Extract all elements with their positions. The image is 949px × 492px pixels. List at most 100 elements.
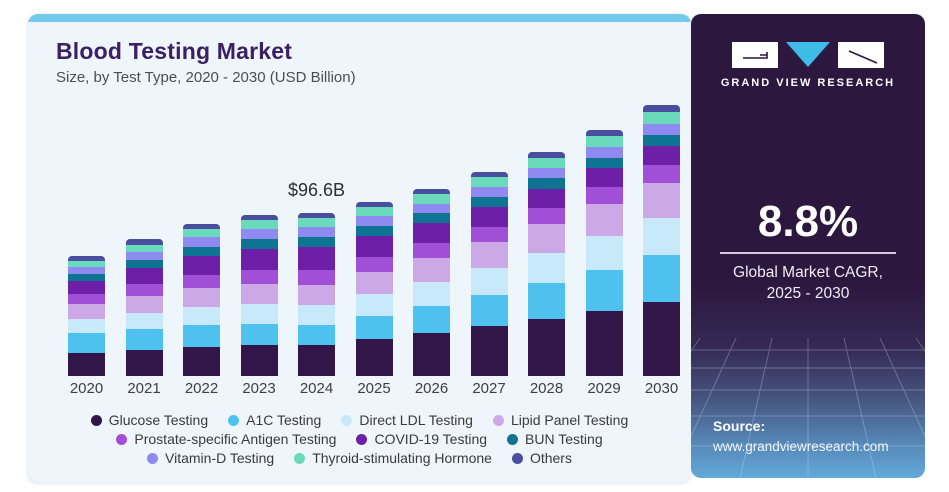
bar-segment-vitamin-d-testing	[68, 267, 105, 275]
legend-item-prostate-specific-antigen-testing: Prostate-specific Antigen Testing	[116, 431, 336, 447]
bar-segment-thyroid-stimulating-hormone	[585, 135, 623, 148]
bar-segment-a1c-testing	[355, 315, 393, 340]
bar-column-2025	[346, 76, 403, 376]
bar-segment-others	[298, 213, 335, 219]
bars-row: $96.6B	[58, 76, 690, 376]
bar-segment-a1c-testing	[125, 329, 163, 350]
bar-segment-others	[528, 152, 565, 158]
bar-segment-lipid-panel-testing	[183, 288, 220, 308]
legend-dot-prostate-specific-antigen-testing	[116, 433, 128, 445]
stat-divider	[720, 252, 896, 254]
bar-segment-a1c-testing	[585, 269, 623, 311]
x-axis-label-2029: 2029	[587, 380, 621, 397]
cagr-label-line2: 2025 - 2030	[766, 285, 850, 302]
bar-segment-bun-testing	[355, 226, 393, 237]
bar-segment-glucose-testing	[355, 339, 393, 376]
bar-segment-glucose-testing	[470, 326, 508, 376]
grand-view-research-logo	[691, 40, 925, 70]
chart-legend: Glucose Testing A1C Testing Direct LDL Tes…	[28, 412, 691, 466]
bar-segment-others	[643, 105, 680, 112]
bar-segment-a1c-testing	[68, 333, 105, 354]
bar-segment-glucose-testing	[528, 318, 565, 376]
bar-segment-glucose-testing	[643, 301, 680, 376]
bar-segment-covid-19-testing	[585, 168, 623, 188]
bar-segment-prostate-specific-antigen-testing	[298, 269, 335, 285]
bar-column-2028	[518, 76, 575, 376]
bar-segment-direct-ldl-testing	[470, 268, 508, 296]
bar-segment-others	[68, 256, 105, 262]
brand-sidebar: GRAND VIEW RESEARCH 8.8% Global Market C…	[691, 14, 925, 478]
bar-segment-a1c-testing	[298, 324, 335, 345]
bar-column-2022	[173, 76, 230, 376]
bar-segment-vitamin-d-testing	[183, 237, 220, 247]
bar-segment-prostate-specific-antigen-testing	[643, 164, 680, 184]
legend-dot-vitamin-d-testing	[147, 452, 159, 464]
card-top-accent-bar	[28, 14, 691, 22]
bar-segment-covid-19-testing	[183, 255, 220, 275]
logo-triangle	[786, 42, 830, 67]
bar-segment-thyroid-stimulating-hormone	[528, 157, 565, 169]
legend-label: Direct LDL Testing	[359, 412, 473, 428]
bar-segment-covid-19-testing	[125, 268, 163, 285]
bar-segment-others	[125, 239, 163, 245]
legend-item-direct-ldl-testing: Direct LDL Testing	[341, 412, 473, 428]
bar-segment-prostate-specific-antigen-testing	[528, 207, 565, 225]
legend-label: BUN Testing	[525, 431, 603, 447]
x-axis-label-2024: 2024	[299, 380, 334, 397]
page-title: Blood Testing Market	[56, 38, 293, 64]
bar-segment-direct-ldl-testing	[298, 304, 335, 325]
bar-segment-vitamin-d-testing	[298, 227, 335, 238]
bar-segment-vitamin-d-testing	[585, 147, 623, 158]
bar-segment-lipid-panel-testing	[585, 204, 623, 237]
bar-segment-prostate-specific-antigen-testing	[355, 257, 393, 272]
bar-column-2029	[576, 76, 633, 376]
x-axis-label-2020: 2020	[69, 380, 104, 397]
bar-segment-vitamin-d-testing	[528, 168, 565, 179]
bar-segment-prostate-specific-antigen-testing	[125, 284, 163, 296]
cagr-label-line1: Global Market CAGR,	[733, 264, 883, 281]
source-url-link[interactable]: www.grandviewresearch.com	[713, 439, 889, 454]
bar-segment-direct-ldl-testing	[183, 307, 220, 326]
bar-segment-bun-testing	[585, 157, 623, 169]
bar-segment-direct-ldl-testing	[643, 218, 680, 256]
bar-segment-prostate-specific-antigen-testing	[470, 226, 508, 243]
bar-segment-covid-19-testing	[355, 236, 393, 258]
bar-segment-a1c-testing	[240, 323, 278, 346]
legend-item-thyroid-stimulating-hormone: Thyroid-stimulating Hormone	[294, 450, 492, 466]
legend-dot-thyroid-stimulating-hormone	[294, 452, 306, 464]
bar-segment-direct-ldl-testing	[68, 319, 105, 334]
brand-name: GRAND VIEW RESEARCH	[720, 77, 896, 89]
cagr-value: 8.8%	[757, 197, 859, 246]
bar-segment-covid-19-testing	[240, 248, 278, 270]
legend-item-vitamin-d-testing: Vitamin-D Testing	[147, 450, 274, 466]
bar-segment-others	[240, 214, 278, 221]
legend-label: Lipid Panel Testing	[510, 412, 629, 428]
legend-row-1: Glucose Testing A1C Testing Direct LDL Tes…	[28, 412, 691, 428]
chart-subtitle: Size, by Test Type, 2020 - 2030 (USD Bil…	[56, 69, 356, 86]
bar-column-2024: $96.6B	[288, 76, 345, 376]
bar-segment-thyroid-stimulating-hormone	[355, 206, 393, 217]
bar-segment-others	[355, 201, 393, 207]
bar-segment-thyroid-stimulating-hormone	[125, 244, 163, 252]
source-label: Source:	[713, 418, 766, 434]
bar-column-2026	[403, 76, 460, 376]
bar-column-2023	[231, 76, 288, 376]
bar-segment-lipid-panel-testing	[68, 304, 105, 320]
bar-2026	[413, 189, 450, 376]
bar-segment-lipid-panel-testing	[470, 242, 508, 269]
bar-segment-prostate-specific-antigen-testing	[240, 269, 278, 285]
gvr-logo-icon	[732, 42, 884, 68]
bar-2030	[643, 105, 680, 376]
bar-2029	[585, 130, 623, 376]
bar-segment-vitamin-d-testing	[355, 216, 393, 227]
bar-segment-lipid-panel-testing	[643, 183, 680, 219]
legend-dot-glucose-testing	[90, 414, 102, 426]
bar-segment-vitamin-d-testing	[643, 123, 680, 135]
bar-column-2021	[116, 76, 173, 376]
bar-segment-lipid-panel-testing	[528, 224, 565, 253]
legend-item-others: Others	[511, 450, 572, 466]
legend-dot-bun-testing	[507, 433, 519, 445]
bar-segment-glucose-testing	[240, 345, 278, 376]
bar-segment-thyroid-stimulating-hormone	[240, 220, 278, 229]
